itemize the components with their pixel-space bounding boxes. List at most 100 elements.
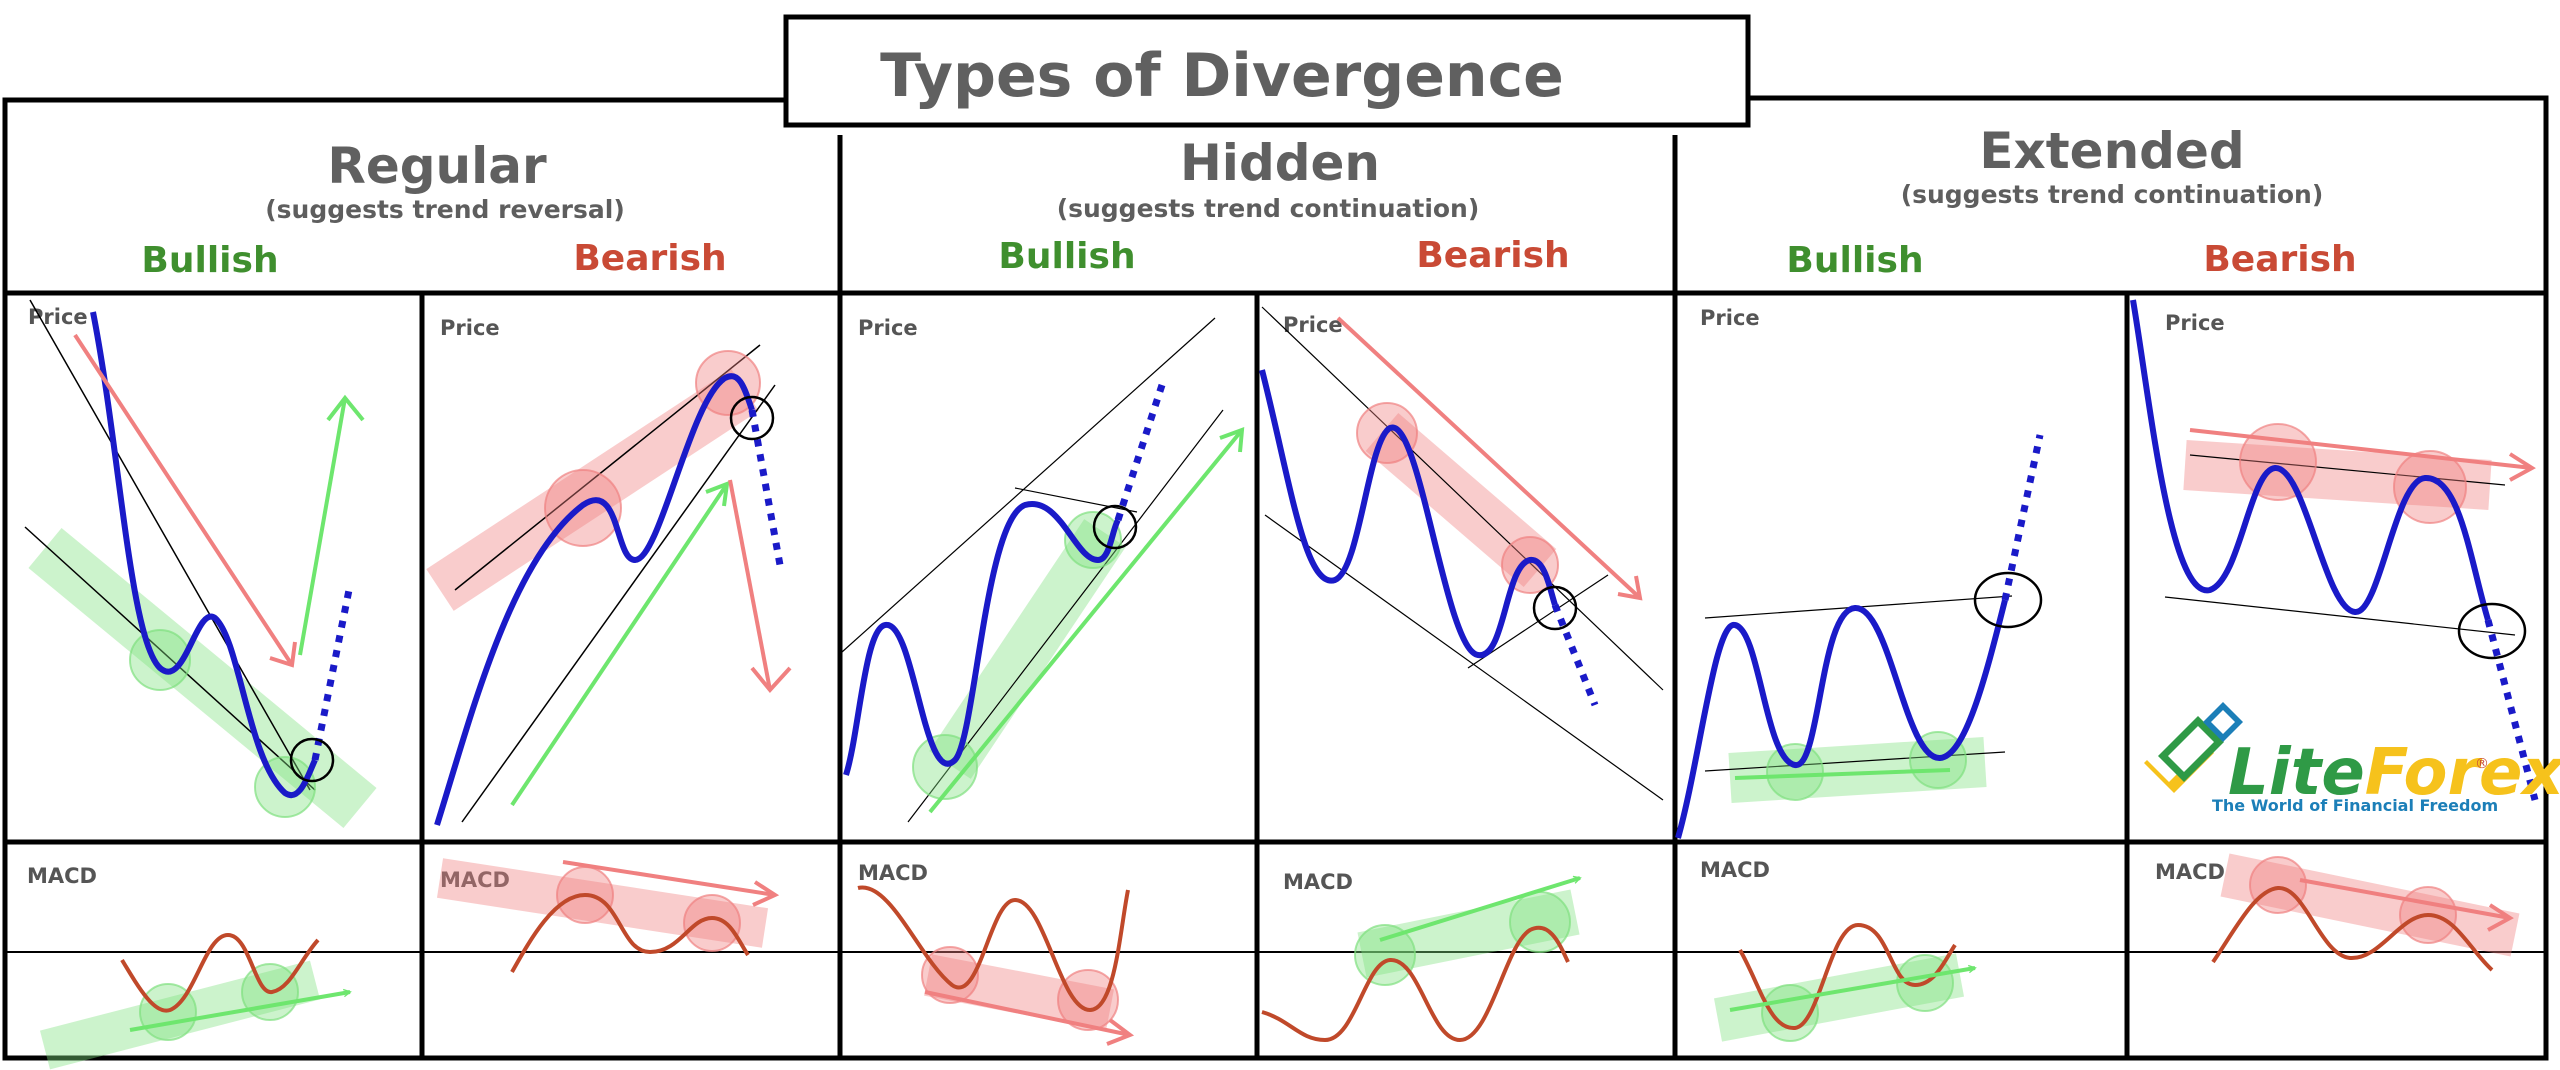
hidden-bearish-label: Bearish	[1416, 235, 1569, 276]
price-label: Price	[858, 316, 918, 340]
price-panel-hidden-bullish: Price	[841, 316, 1245, 823]
extended-bearish-label: Bearish	[2203, 239, 2356, 280]
price-line	[2130, 299, 2491, 621]
diagram-title: Types of Divergence	[880, 41, 1564, 111]
trend-line	[29, 299, 311, 791]
trend-line	[1261, 306, 1664, 691]
trend-arrow	[1379, 878, 1580, 942]
trend-arrow	[562, 860, 776, 897]
macd-label: MACD	[1283, 870, 1353, 894]
trend-line	[1264, 514, 1664, 801]
price-panel-regular-bullish: Price	[24, 299, 377, 829]
macd-line	[1261, 925, 1570, 1043]
macd-line	[510, 892, 750, 973]
macd-panel-regular-bearish: MACD	[436, 858, 780, 973]
trend-line	[461, 384, 776, 823]
macd-panel-extended-bullish: MACD	[1700, 858, 1975, 1042]
bullish-highlight-band	[929, 519, 1126, 779]
macd-label: MACD	[858, 861, 928, 885]
price-projection	[748, 409, 784, 566]
divergence-confirmation-marker	[2457, 602, 2527, 660]
title-box: Types of Divergence	[783, 14, 1751, 128]
trend-arrow	[1729, 968, 1975, 1012]
group-note-extended: (suggests trend continuation)	[1901, 180, 2324, 209]
trend-arrow-head	[1617, 575, 1643, 601]
group-title-hidden: Hidden	[1180, 134, 1380, 192]
group-hidden-heading: Hidden (suggests trend continuation) Bul…	[998, 134, 1569, 277]
trend-arrow	[2299, 878, 2511, 920]
trend-arrow	[129, 992, 350, 1032]
trend-line	[841, 317, 1216, 653]
group-regular-heading: Regular (suggests trend reversal) Bullis…	[141, 137, 726, 281]
trend-arrow	[510, 482, 729, 807]
trend-arrow-head	[326, 394, 365, 422]
price-label: Price	[440, 316, 500, 340]
regular-bullish-label: Bullish	[141, 240, 278, 281]
price-projection	[1551, 603, 1599, 707]
trend-arrow	[928, 428, 1244, 814]
logo-tagline: The World of Financial Freedom	[2212, 796, 2498, 815]
macd-label: MACD	[440, 868, 510, 892]
trend-arrow	[2189, 428, 2533, 470]
price-label: Price	[1700, 306, 1760, 330]
trend-arrow	[73, 333, 294, 667]
bullish-point-marker	[1354, 924, 1416, 986]
trend-arrow	[728, 479, 772, 691]
bullish-point-marker	[1766, 743, 1824, 801]
trend-line	[1014, 487, 1138, 513]
trend-line	[454, 344, 761, 591]
price-projection	[2001, 434, 2044, 601]
divergence-confirmation-marker	[289, 737, 335, 783]
bearish-point-marker	[683, 894, 741, 952]
trend-line	[2164, 596, 2516, 636]
price-label: Price	[28, 305, 88, 329]
liteforex-logo: LiteForex ® The World of Financial Freed…	[2144, 702, 2560, 815]
group-title-extended: Extended	[1979, 122, 2244, 180]
trend-arrow	[1734, 768, 1951, 780]
price-panel-hidden-bearish: Price	[1259, 306, 1664, 801]
trend-arrow-head	[2508, 452, 2536, 482]
trend-arrow	[924, 990, 1131, 1037]
logo-word-forex: Forex	[2365, 736, 2560, 810]
trend-arrow-head	[2487, 903, 2514, 932]
price-label: Price	[2165, 311, 2225, 335]
trend-arrow-head	[750, 666, 792, 694]
macd-panel-extended-bearish: MACD	[2155, 853, 2520, 972]
price-projection	[1114, 383, 1166, 522]
macd-line	[2211, 885, 2494, 972]
price-projection	[311, 584, 354, 761]
divergence-confirmation-marker	[1532, 585, 1578, 631]
trend-arrow-head	[1106, 1018, 1135, 1046]
trend-line	[1704, 751, 2006, 772]
macd-line	[120, 932, 320, 1013]
bearish-point-marker	[2249, 856, 2307, 914]
price-line	[1675, 599, 2008, 839]
macd-label: MACD	[2155, 860, 2225, 884]
price-projection	[2484, 619, 2539, 801]
bearish-highlight-band	[2220, 853, 2520, 957]
grid-frame	[2, 95, 2549, 1061]
price-line	[1259, 369, 1558, 659]
trend-arrow-head	[752, 880, 780, 907]
divergence-confirmation-marker	[1973, 571, 2043, 629]
bearish-point-marker	[1057, 969, 1119, 1031]
trend-line	[24, 526, 316, 791]
trend-arrow-head	[269, 641, 297, 668]
price-line	[90, 311, 318, 799]
bullish-highlight-band	[28, 527, 377, 829]
macd-panel-hidden-bearish: MACD	[1261, 870, 1580, 1043]
price-panel-regular-bearish: Price	[426, 316, 792, 826]
logo-registered-mark: ®	[2475, 756, 2489, 772]
group-note-regular: (suggests trend reversal)	[265, 195, 625, 224]
bearish-point-marker	[2393, 450, 2467, 524]
price-line	[434, 373, 755, 826]
logo-wordmark: LiteForex	[2228, 736, 2560, 810]
price-panel-extended-bullish: Price	[1675, 306, 2044, 839]
price-panel-extended-bearish: Price LiteForex ® The World of Financial…	[2130, 299, 2560, 815]
macd-panel-hidden-bullish: MACD	[857, 861, 1135, 1046]
hidden-bullish-label: Bullish	[998, 236, 1135, 277]
macd-label: MACD	[1700, 858, 1770, 882]
group-extended-heading: Extended (suggests trend continuation) B…	[1786, 122, 2356, 281]
bullish-highlight-band	[1357, 889, 1580, 978]
